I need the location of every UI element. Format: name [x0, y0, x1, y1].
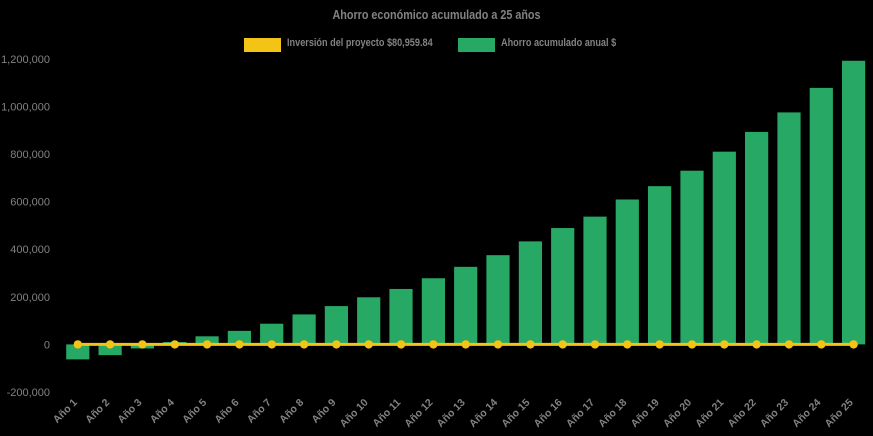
svg-text:Año 16: Año 16	[532, 397, 565, 430]
svg-text:Año 18: Año 18	[596, 397, 629, 430]
svg-text:Año 9: Año 9	[309, 397, 338, 426]
svg-text:Año 11: Año 11	[370, 397, 403, 430]
svg-text:Año 23: Año 23	[758, 397, 791, 430]
svg-text:Año 12: Año 12	[402, 397, 435, 430]
svg-text:600,000: 600,000	[10, 197, 50, 209]
svg-text:Año 14: Año 14	[467, 397, 500, 430]
svg-text:1,000,000: 1,000,000	[1, 101, 50, 113]
svg-text:Año 10: Año 10	[338, 397, 371, 430]
svg-text:Año 20: Año 20	[661, 397, 694, 430]
svg-text:Año 25: Año 25	[822, 397, 855, 430]
svg-text:Año 5: Año 5	[180, 397, 209, 426]
svg-text:800,000: 800,000	[10, 149, 50, 161]
svg-text:Año 22: Año 22	[725, 397, 758, 430]
svg-text:Año 19: Año 19	[628, 397, 661, 430]
svg-text:200,000: 200,000	[10, 292, 50, 304]
svg-text:Año 4: Año 4	[148, 397, 177, 426]
svg-text:Año 2: Año 2	[83, 397, 112, 426]
svg-text:Año 1: Año 1	[51, 397, 80, 426]
svg-text:400,000: 400,000	[10, 244, 50, 256]
svg-text:0: 0	[44, 339, 50, 351]
svg-text:Año 21: Año 21	[693, 397, 726, 430]
svg-text:Año 7: Año 7	[245, 397, 274, 426]
svg-text:Año 24: Año 24	[790, 397, 823, 430]
svg-text:Año 17: Año 17	[564, 397, 597, 430]
svg-text:Año 8: Año 8	[277, 397, 306, 426]
svg-text:Año 15: Año 15	[499, 397, 532, 430]
svg-text:1,200,000: 1,200,000	[1, 54, 50, 66]
svg-text:Año 13: Año 13	[435, 397, 468, 430]
svg-text:Año 3: Año 3	[115, 397, 144, 426]
svg-text:Año 6: Año 6	[212, 397, 241, 426]
svg-text:-200,000: -200,000	[7, 387, 50, 399]
